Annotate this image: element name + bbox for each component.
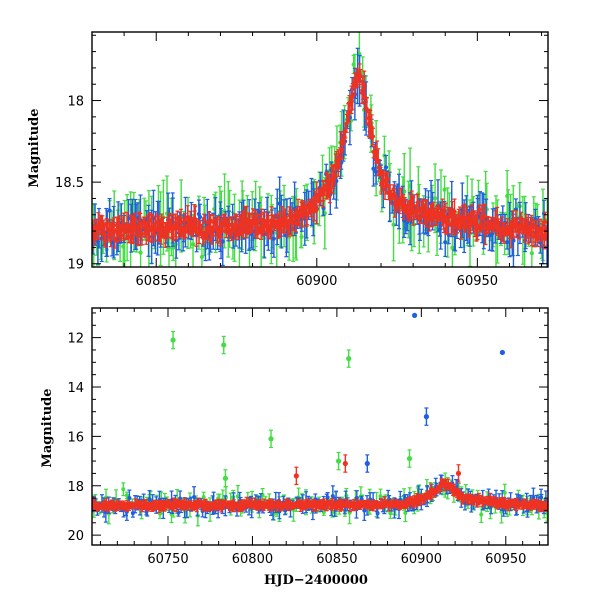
bottom-y-tick-label: 14 <box>67 381 84 396</box>
bottom-plot-area <box>92 312 548 527</box>
top-point-red <box>199 223 204 236</box>
top-y-tick-label: 18 <box>67 95 84 110</box>
bottom-outlier-point <box>335 451 342 471</box>
top-point-red <box>152 215 158 241</box>
bottom-point-green <box>121 482 126 497</box>
top-y-tick-label: 18.5 <box>55 176 84 191</box>
bottom-x-tick-label: 60750 <box>147 552 188 567</box>
top-panel-magnitude-vs-time: 60850 60900 60950 18 18.5 19 <box>55 31 549 289</box>
bottom-outlier-point <box>268 429 274 449</box>
top-point-red <box>131 217 136 244</box>
bottom-outlier-point <box>221 335 227 355</box>
bottom-outlier-point <box>406 449 413 468</box>
top-point-red <box>415 193 420 212</box>
bottom-point-blue <box>176 508 181 517</box>
top-point-red <box>370 127 376 146</box>
top-point-red <box>139 222 145 246</box>
bottom-panel-magnitude-vs-time: 60750 60800 60850 60900 60950 12 14 16 18 20 <box>67 307 549 567</box>
bottom-y-tick-label: 12 <box>67 332 84 347</box>
top-point-green <box>199 243 205 267</box>
bottom-outlier-point <box>499 349 505 356</box>
top-y-tick-label: 19 <box>67 258 84 273</box>
bottom-outlier-point <box>170 330 176 350</box>
top-point-red <box>329 164 335 194</box>
bottom-x-axis-title: HJD−2400000 <box>264 573 368 588</box>
top-data-points <box>92 32 548 267</box>
top-point-red <box>385 171 390 187</box>
bottom-x-tick-label: 60850 <box>316 552 357 567</box>
bottom-x-tick-label: 60800 <box>232 552 273 567</box>
bottom-outlier-point <box>293 466 299 486</box>
bottom-point-blue <box>375 507 380 519</box>
bottom-y-tick-label: 16 <box>67 430 84 445</box>
bottom-y-axis-title: Magnitude <box>40 388 55 467</box>
bottom-y-tick-label: 18 <box>67 480 84 495</box>
top-point-red <box>201 231 206 246</box>
bottom-outlier-point <box>455 464 462 483</box>
bottom-outlier-point <box>222 469 229 488</box>
bottom-outlier-point <box>423 407 429 426</box>
top-x-tick-label: 60900 <box>296 274 337 289</box>
top-point-red <box>340 139 345 160</box>
bottom-outlier-point <box>364 454 370 473</box>
bottom-axes: 60750 60800 60850 60900 60950 12 14 16 18 20 <box>67 307 549 567</box>
top-x-tick-label: 60950 <box>457 274 498 289</box>
bottom-outlier-point <box>346 349 352 368</box>
top-axes: 60850 60900 60950 18 18.5 19 <box>55 31 549 289</box>
bottom-point-red <box>362 504 367 509</box>
top-y-axis-title: Magnitude <box>27 108 42 187</box>
bottom-point-green <box>124 491 129 500</box>
top-point-red <box>201 213 207 225</box>
top-point-red <box>103 234 108 248</box>
bottom-outlier-point <box>411 312 418 319</box>
top-point-red <box>111 217 117 234</box>
top-point-red <box>337 147 343 169</box>
bottom-x-tick-label: 60950 <box>485 552 526 567</box>
bottom-outlier-point <box>342 454 348 473</box>
bottom-y-tick-label: 20 <box>67 529 84 544</box>
bottom-x-tick-label: 60900 <box>401 552 442 567</box>
top-x-tick-label: 60850 <box>136 274 177 289</box>
bottom-data-points <box>92 312 548 527</box>
top-plot-area <box>92 32 548 267</box>
